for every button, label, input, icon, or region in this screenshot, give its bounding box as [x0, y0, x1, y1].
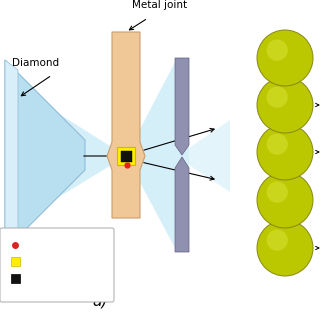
Polygon shape	[175, 60, 189, 145]
Polygon shape	[5, 60, 85, 250]
Polygon shape	[175, 157, 189, 252]
Polygon shape	[5, 60, 18, 250]
Circle shape	[257, 77, 313, 133]
Text: Ruby: Ruby	[24, 240, 50, 250]
Circle shape	[267, 229, 288, 251]
Polygon shape	[189, 120, 230, 192]
Text: Supracrystal: Supracrystal	[24, 274, 90, 284]
Bar	[121, 150, 132, 162]
Text: a): a)	[92, 293, 108, 308]
Circle shape	[267, 39, 288, 61]
Polygon shape	[107, 32, 145, 218]
Text: PDMS: PDMS	[24, 257, 54, 267]
Circle shape	[267, 181, 288, 203]
Circle shape	[257, 124, 313, 180]
Text: Metal joint: Metal joint	[132, 0, 188, 10]
Polygon shape	[5, 80, 126, 230]
Circle shape	[267, 86, 288, 108]
FancyBboxPatch shape	[0, 228, 114, 302]
Polygon shape	[175, 168, 189, 250]
Polygon shape	[126, 62, 189, 248]
Circle shape	[257, 30, 313, 86]
Bar	[11, 274, 20, 283]
Circle shape	[257, 220, 313, 276]
Circle shape	[267, 133, 288, 155]
Circle shape	[257, 172, 313, 228]
Bar	[11, 257, 20, 266]
Bar	[117, 147, 135, 165]
Text: Diamond: Diamond	[12, 58, 59, 68]
Polygon shape	[175, 58, 189, 155]
